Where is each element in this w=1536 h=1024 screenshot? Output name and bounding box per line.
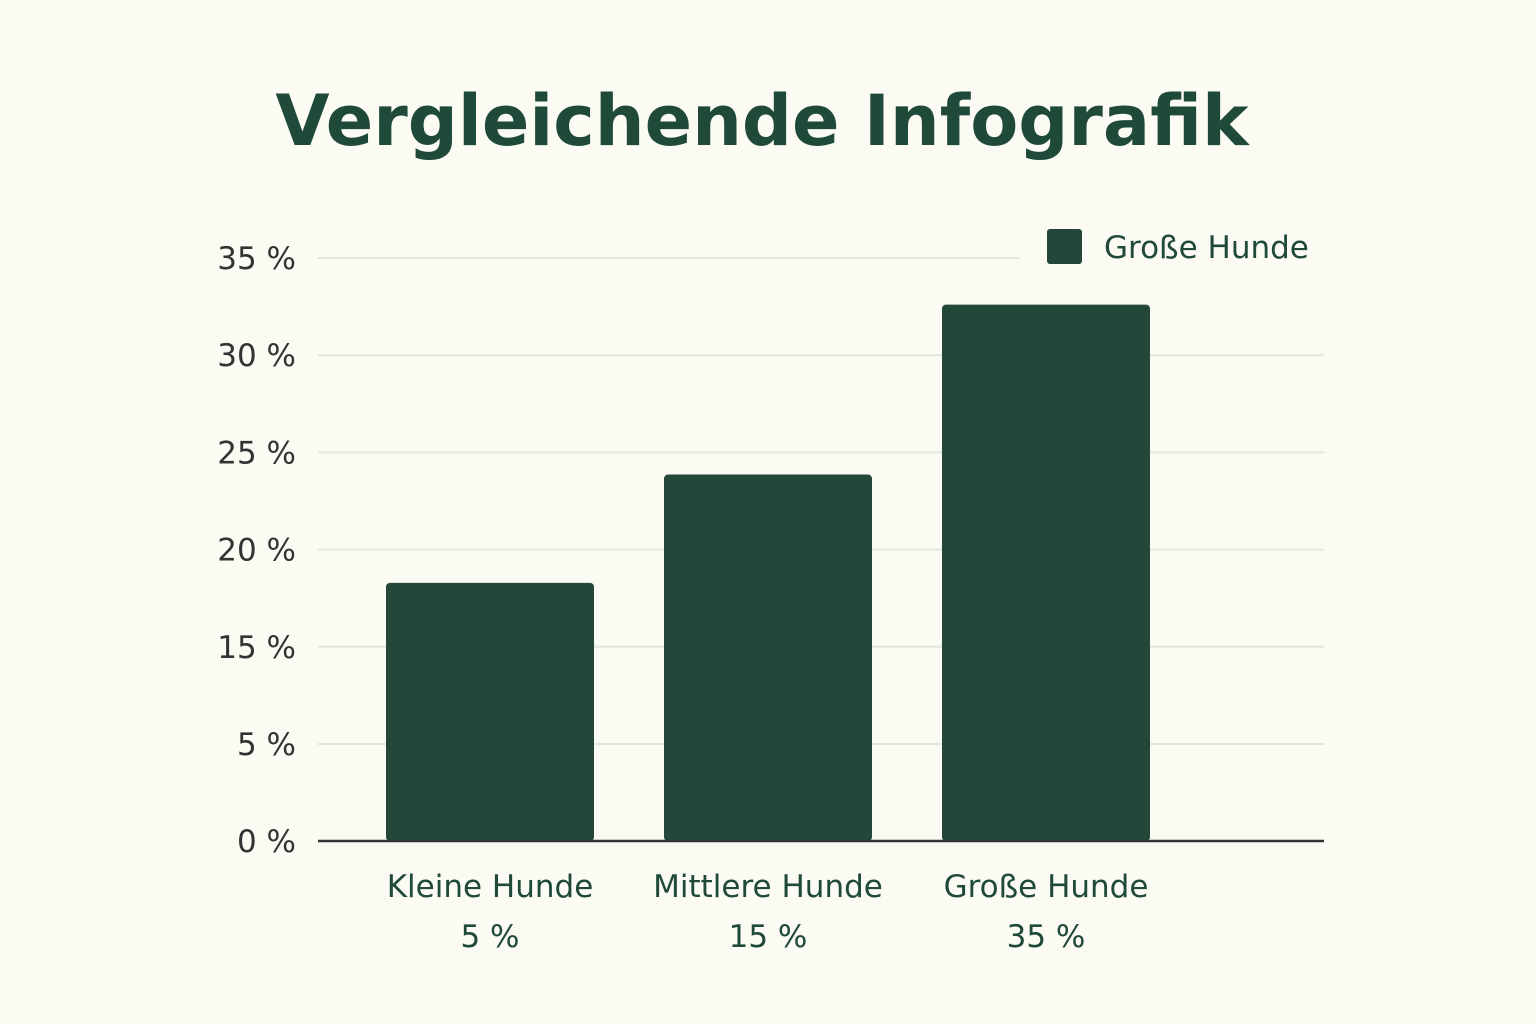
x-category-label: Kleine Hunde [387, 869, 594, 905]
bar [942, 304, 1150, 841]
x-value-label: 35 % [1007, 919, 1086, 955]
bar [664, 474, 872, 841]
x-axis-labels: Kleine Hunde 5 % Mittlere Hunde 15 % Große H… [387, 869, 1149, 955]
y-tick-label: 25 % [217, 435, 296, 471]
x-category-label: Mittlere Hunde [653, 869, 883, 905]
y-tick-label: 20 % [217, 533, 296, 569]
y-tick-label: 5 % [237, 727, 296, 763]
y-tick-label: 30 % [217, 338, 296, 374]
x-value-label: 5 % [460, 919, 519, 955]
x-value-label: 15 % [729, 919, 808, 955]
legend-swatch [1047, 229, 1082, 264]
bars [386, 304, 1150, 841]
y-axis-ticks: 35 % 30 % 25 % 20 % 15 % 5 % 0 % [217, 241, 296, 860]
chart-title: Vergleichende Infografik [275, 80, 1250, 162]
y-tick-label: 15 % [217, 630, 296, 666]
legend-label: Große Hunde [1104, 230, 1309, 266]
x-category-label: Große Hunde [944, 869, 1149, 905]
bar [386, 582, 594, 841]
legend: Große Hunde [1047, 229, 1309, 266]
y-tick-label: 0 % [237, 824, 296, 860]
y-tick-label: 35 % [217, 241, 296, 277]
